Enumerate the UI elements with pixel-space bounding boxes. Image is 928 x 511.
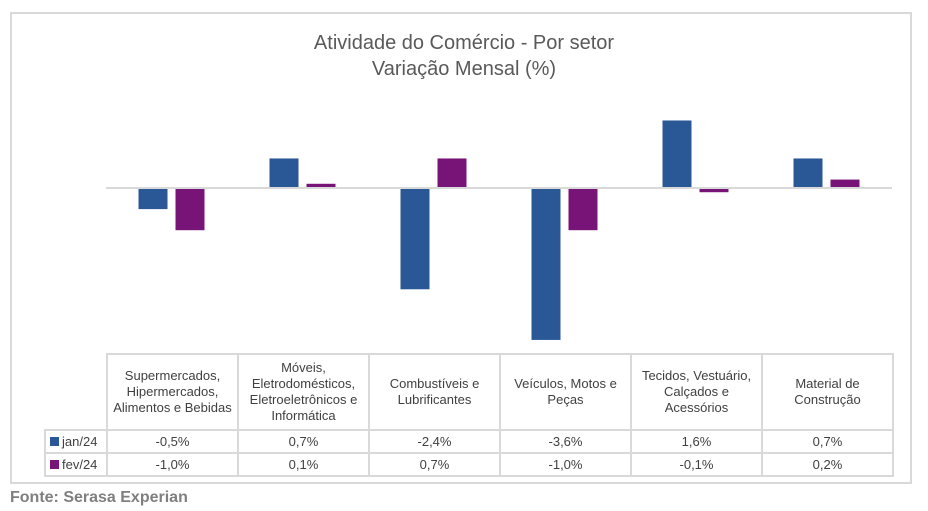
bar-fev24-5 xyxy=(830,179,860,188)
bar-fev24-0 xyxy=(175,188,205,231)
category-label-line: Acessórios xyxy=(664,400,729,415)
data-value-cell: -1,0% xyxy=(106,452,239,477)
category-label-line: Eletrodomésticos, xyxy=(251,376,356,391)
data-value-cell: 0,1% xyxy=(237,452,370,477)
legend-entry-jan24: jan/24 xyxy=(44,429,108,454)
category-label-line: Alimentos e Bebidas xyxy=(113,400,232,415)
bar-fev24-3 xyxy=(568,188,598,231)
data-value-cell: 0,7% xyxy=(237,429,370,454)
category-label-line: Móveis, xyxy=(281,360,326,375)
legend-label: fev/24 xyxy=(62,457,98,472)
category-label-line: Peças xyxy=(547,392,584,407)
category-label-line: Combustíveis e xyxy=(389,376,480,391)
category-label-line: Calçados e xyxy=(663,384,730,399)
chart-frame xyxy=(10,12,912,484)
bar-fev24-1 xyxy=(306,183,336,188)
category-label-line: Lubrificantes xyxy=(397,392,472,407)
data-table-header-row: Supermercados, Hipermercados, Alimentos e … xyxy=(45,353,894,431)
bar-fev24-2 xyxy=(437,158,467,188)
legend-swatch xyxy=(50,437,59,446)
data-value-cell: 0,7% xyxy=(368,452,501,477)
bar-jan24-3 xyxy=(531,188,561,340)
category-label-line: Material de xyxy=(795,376,860,391)
data-value-cell: 0,2% xyxy=(761,452,894,477)
legend-swatch xyxy=(50,460,59,469)
category-header: Material de Construção xyxy=(761,353,894,431)
category-header: Combustíveis e Lubrificantes xyxy=(368,353,501,431)
data-value-cell: 1,6% xyxy=(630,429,763,454)
plot-area xyxy=(106,120,892,340)
data-table-row: fev/24 -1,0% 0,1% 0,7% -1,0% -0,1% 0,2% xyxy=(44,452,894,477)
category-header: Tecidos, Vestuário, Calçados e Acessórios xyxy=(630,353,763,431)
data-value-cell: 0,7% xyxy=(761,429,894,454)
data-value-cell: -2,4% xyxy=(368,429,501,454)
bar-jan24-0 xyxy=(138,188,168,210)
legend-entry-fev24: fev/24 xyxy=(44,452,108,477)
bar-jan24-5 xyxy=(793,158,823,188)
bar-jan24-4 xyxy=(662,120,692,188)
source-note: Fonte: Serasa Experian xyxy=(10,489,188,506)
category-label-line: Tecidos, Vestuário, xyxy=(641,368,752,383)
data-value-cell: -0,5% xyxy=(106,429,239,454)
data-value-cell: -0,1% xyxy=(630,452,763,477)
chart-subtitle: Variação Mensal (%) xyxy=(371,58,557,80)
data-table: Supermercados, Hipermercados, Alimentos e … xyxy=(44,353,894,477)
category-label-line: Eletroeletrônicos e xyxy=(249,392,358,407)
legend-label: jan/24 xyxy=(62,434,98,449)
data-table-corner xyxy=(45,354,108,431)
category-label-line: Supermercados, xyxy=(124,368,221,383)
category-header: Veículos, Motos e Peças xyxy=(499,353,632,431)
category-label-line: Veículos, Motos e xyxy=(514,376,617,391)
data-value-cell: -3,6% xyxy=(499,429,632,454)
category-label-line: Construção xyxy=(794,392,861,407)
data-table-row: jan/24 -0,5% 0,7% -2,4% -3,6% 1,6% 0,7% xyxy=(44,429,894,454)
category-header: Supermercados, Hipermercados, Alimentos e … xyxy=(106,353,239,431)
bar-jan24-2 xyxy=(400,188,430,290)
bar-jan24-1 xyxy=(269,158,299,188)
chart-title: Atividade do Comércio - Por setor xyxy=(313,32,615,54)
category-label-line: Informática xyxy=(271,408,336,423)
category-header: Móveis, Eletrodomésticos, Eletroeletrônico… xyxy=(237,353,370,431)
bar-fev24-4 xyxy=(699,188,729,193)
category-label-line: Hipermercados, xyxy=(126,384,219,399)
data-value-cell: -1,0% xyxy=(499,452,632,477)
